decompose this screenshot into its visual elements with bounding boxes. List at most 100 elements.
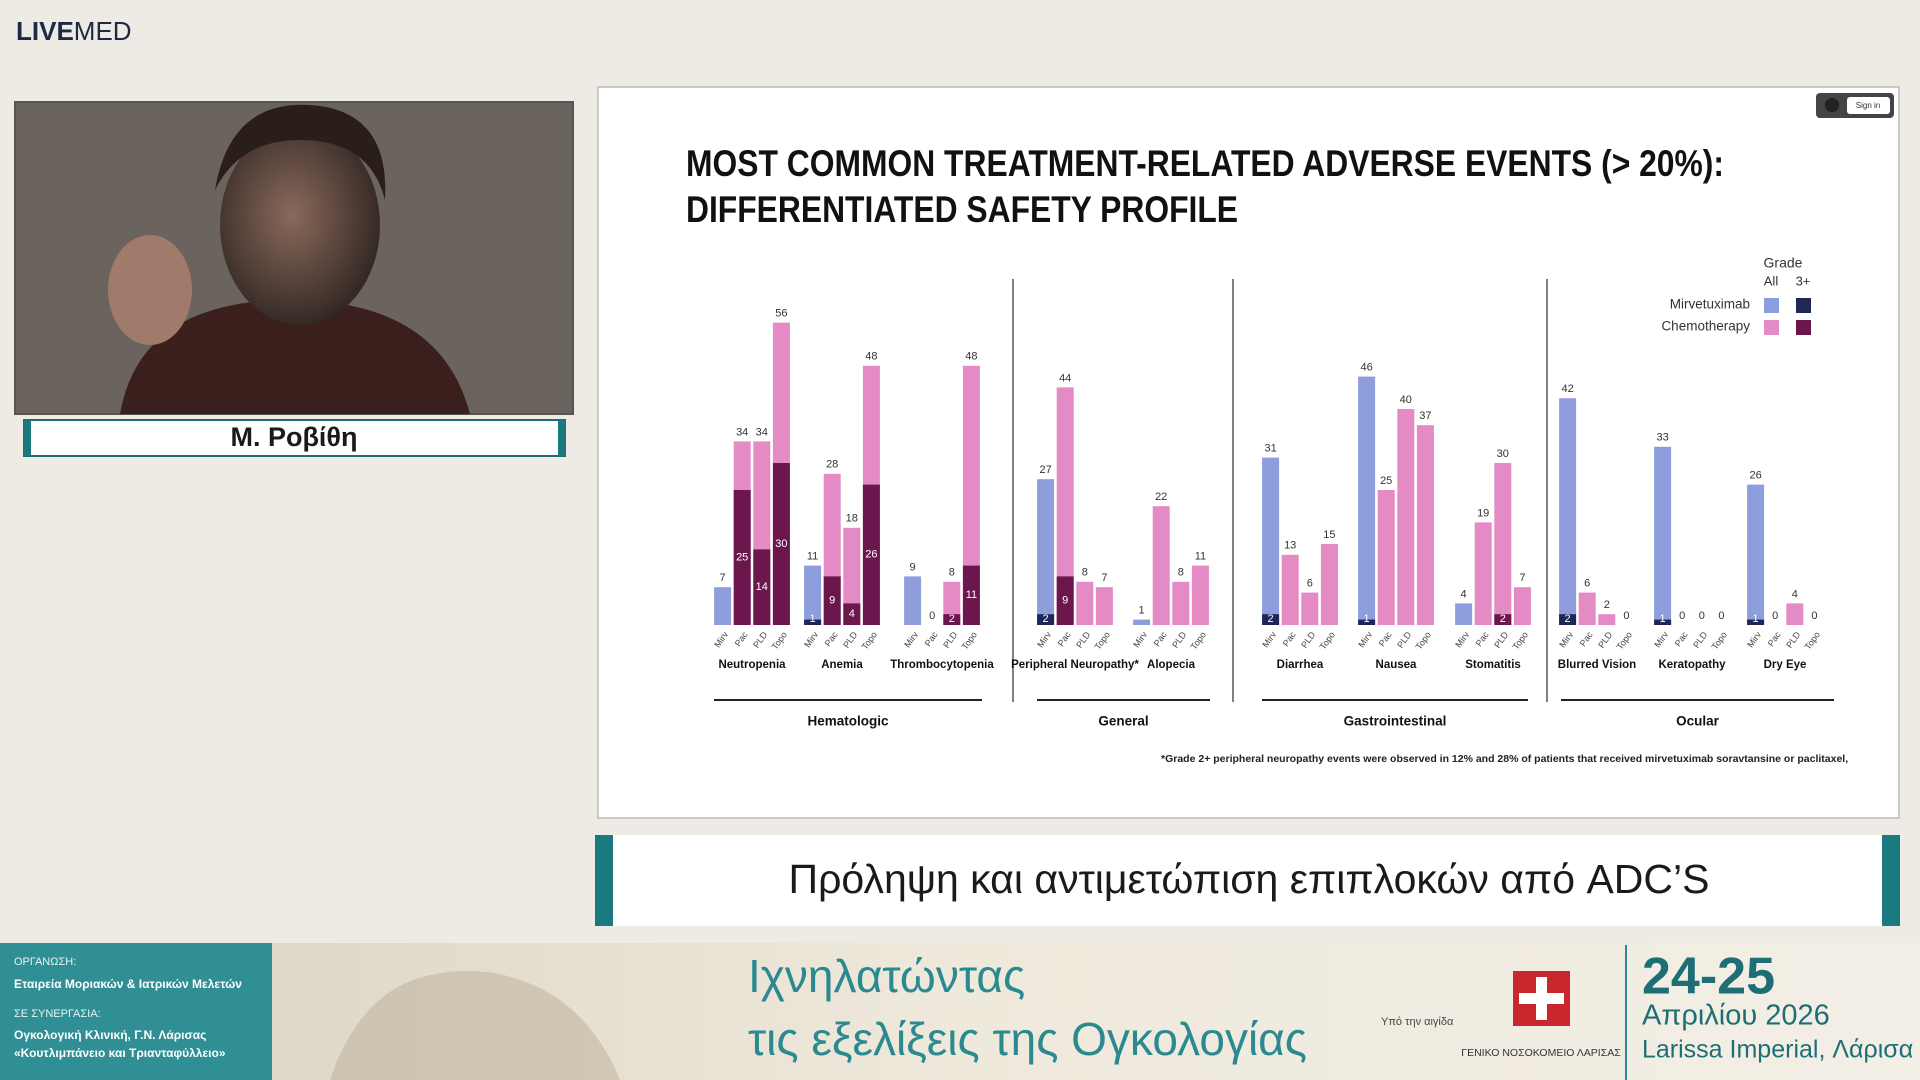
grade3-label: 2 <box>1043 613 1049 625</box>
grade3-label: 26 <box>865 549 877 561</box>
bar <box>1320 544 1338 625</box>
grade3-label: 2 <box>1500 613 1506 625</box>
speaker-video <box>14 101 574 415</box>
value-label: 7 <box>1101 572 1107 584</box>
value-label: 8 <box>1178 567 1184 579</box>
bar <box>1056 387 1074 625</box>
value-label: 7 <box>720 572 726 584</box>
legend-swatch <box>1764 320 1779 335</box>
category-label: Keratopathy <box>1658 659 1726 671</box>
grade3-label: 1 <box>1753 613 1759 625</box>
footer-panel <box>0 943 272 1080</box>
bar-grade3 <box>804 619 822 625</box>
bar <box>1152 506 1170 625</box>
bar <box>1513 587 1531 625</box>
grade3-label: 2 <box>1565 613 1571 625</box>
value-label: 1 <box>1139 605 1145 617</box>
partner: «Κουτλιμπάνειο και Τριανταφύλλειο» <box>14 1046 226 1060</box>
bar <box>714 587 732 625</box>
value-label: 0 <box>1623 610 1629 622</box>
category-label: Peripheral Neuropathy* <box>1011 659 1139 671</box>
dates: 24-25 <box>1642 948 1775 1006</box>
value-label: 48 <box>965 351 977 363</box>
category-label: Dry Eye <box>1764 659 1807 671</box>
value-label: 22 <box>1155 491 1167 503</box>
sign-in-button[interactable] <box>1847 97 1890 114</box>
grade3-label: 9 <box>829 595 835 607</box>
value-label: 6 <box>1307 578 1313 590</box>
domain-label: Gastrointestinal <box>1344 714 1447 729</box>
bar-grade3 <box>1037 614 1055 625</box>
value-label: 26 <box>1749 470 1761 482</box>
bar-grade3 <box>1358 619 1376 625</box>
value-label: 0 <box>929 610 935 622</box>
venue: Larissa Imperial, Λάρισα <box>1642 1036 1913 1064</box>
bar <box>1358 376 1376 625</box>
bar-grade3 <box>1559 614 1577 625</box>
legend-label: Mirvetuximab <box>1670 297 1750 312</box>
value-label: 0 <box>1679 610 1685 622</box>
footnote: *Grade 2+ peripheral neuropathy events w… <box>1161 753 1848 765</box>
grade3-label: 2 <box>949 613 955 625</box>
grade3-label: 1 <box>1660 613 1666 625</box>
footer <box>0 943 1920 1080</box>
name-bar <box>23 419 566 457</box>
bar <box>1397 409 1415 625</box>
value-label: 2 <box>1604 599 1610 611</box>
legend-swatch <box>1764 298 1779 313</box>
chart: HematologicNeutropenia7Mirv3425Pac3414PL… <box>712 279 1834 729</box>
event-title: Ιχνηλατώντας <box>748 950 1025 1002</box>
legend-label: Chemotherapy <box>1661 319 1750 334</box>
bar <box>1076 581 1094 625</box>
banner-edge <box>595 835 613 926</box>
organizer-label: ΟΡΓΑΝΩΣΗ: <box>14 956 76 968</box>
legend-column: All <box>1764 273 1779 288</box>
value-label: 4 <box>1461 588 1467 600</box>
domain-label: General <box>1098 714 1148 729</box>
bar-grade3 <box>733 490 751 625</box>
category-label: Thrombocytopenia <box>890 659 994 671</box>
value-label: 34 <box>756 426 768 438</box>
legend-title: Grade <box>1764 255 1803 271</box>
sign-in-label[interactable]: Sign in <box>1856 101 1880 110</box>
domain-label: Hematologic <box>807 714 889 729</box>
bar <box>962 365 980 625</box>
hospital: ΓΕΝΙΚΟ ΝΟΣΟΚΟΜΕΙΟ ΛΑΡΙΣΑΣ <box>1461 1047 1621 1059</box>
value-label: 37 <box>1419 410 1431 422</box>
value-label: 11 <box>807 551 818 563</box>
legend-swatch <box>1796 298 1811 313</box>
bar <box>804 565 822 625</box>
slide-title: MOST COMMON TREATMENT-RELATED ADVERSE EV… <box>686 143 1724 184</box>
value-label: 18 <box>846 513 858 525</box>
bar <box>1654 446 1672 625</box>
value-label: 0 <box>1699 610 1705 622</box>
bar <box>843 527 861 625</box>
legend-column: 3+ <box>1796 273 1811 288</box>
grade3-label: 9 <box>1062 595 1068 607</box>
category-label: Neutropenia <box>718 659 786 671</box>
value-label: 46 <box>1360 362 1372 374</box>
category-label: Alopecia <box>1147 659 1196 671</box>
value-label: 28 <box>826 459 838 471</box>
domain-label: Ocular <box>1676 714 1720 729</box>
grade3-label: 4 <box>849 608 855 620</box>
bar-grade3 <box>823 576 841 625</box>
bar-grade3 <box>753 549 771 625</box>
bar-grade3 <box>943 614 961 625</box>
banner <box>595 835 1900 926</box>
value-label: 6 <box>1584 578 1590 590</box>
value-label: 33 <box>1656 432 1668 444</box>
category-label: Anemia <box>821 659 863 671</box>
grade3-label: 1 <box>1364 613 1370 625</box>
partner-label: ΣΕ ΣΥΝΕΡΓΑΣΙΑ: <box>14 1008 101 1020</box>
month-year: Απριλίου 2026 <box>1642 1000 1830 1032</box>
name-bar-edge <box>558 420 565 456</box>
bar-grade3 <box>1494 614 1512 625</box>
bar-grade3 <box>1056 576 1074 625</box>
bar <box>1172 581 1190 625</box>
bar <box>1133 619 1151 625</box>
value-label: 8 <box>1082 567 1088 579</box>
banner-edge <box>1882 835 1900 926</box>
bar <box>1095 587 1113 625</box>
bar <box>1281 554 1299 625</box>
